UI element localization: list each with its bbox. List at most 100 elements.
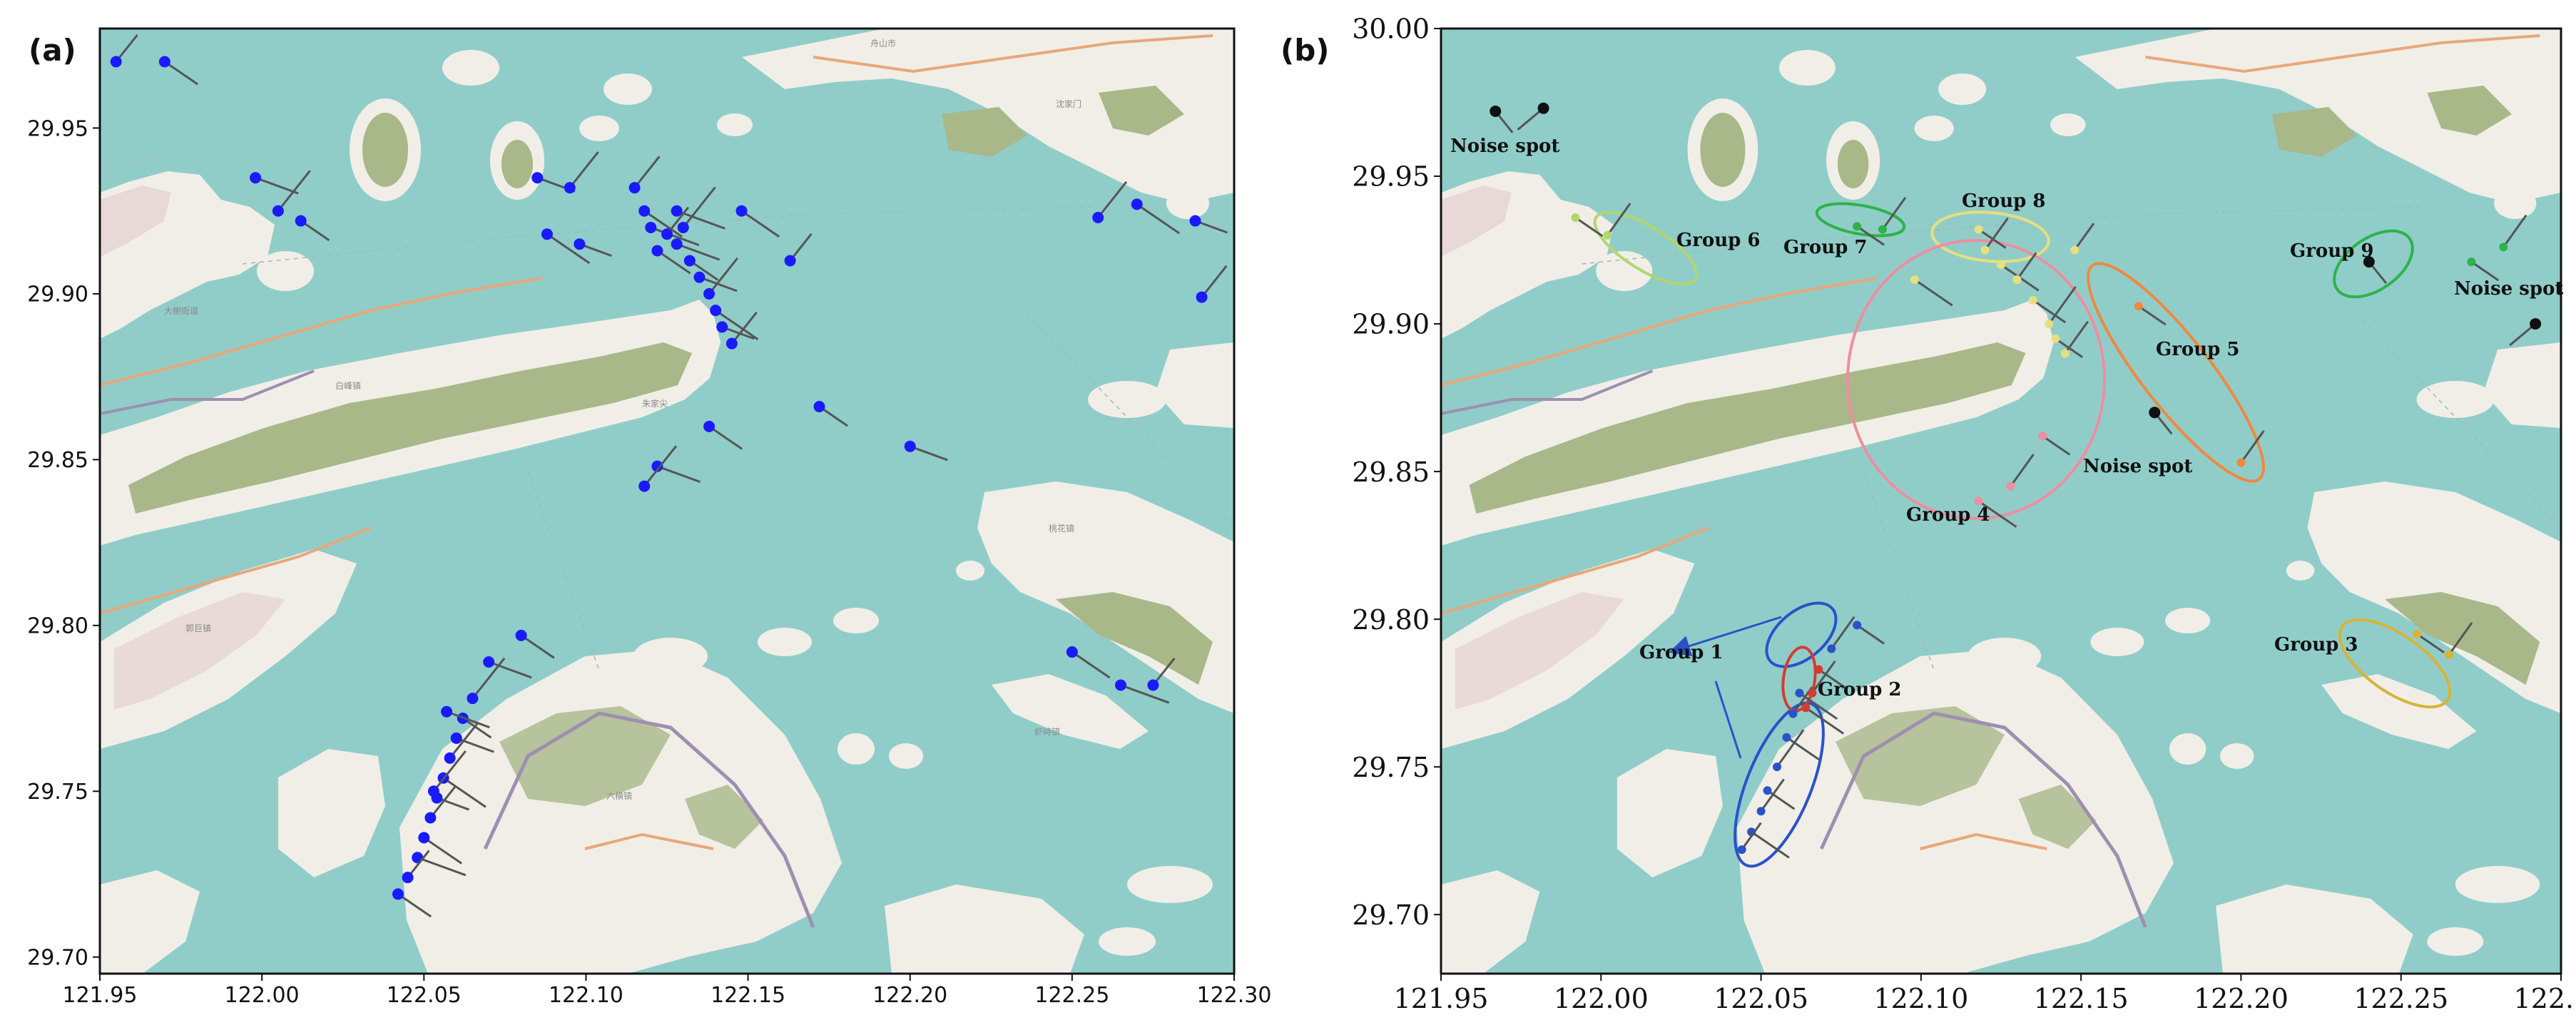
group-5-label: Group 5 xyxy=(2156,339,2239,360)
heading-line xyxy=(1856,225,1885,246)
heading-line xyxy=(2470,260,2500,282)
map-labels-a: 大榭街道 白峰镇 郭巨镇 朱家尖 桃花镇 虾峙镇 六横镇 舟山市 沈家门 xyxy=(164,38,1081,801)
heading-line xyxy=(715,309,759,341)
heading-line xyxy=(1776,729,1805,768)
heading-line xyxy=(1811,661,1836,694)
heading-line xyxy=(1914,278,1953,307)
group-point xyxy=(2467,258,2476,267)
vessel-point xyxy=(693,271,706,283)
group-point xyxy=(1974,496,1983,506)
y-tick-label: 29.95 xyxy=(27,116,88,141)
group-point xyxy=(1801,703,1811,713)
group-point xyxy=(1980,245,1990,255)
group-4-ellipse xyxy=(1846,239,2106,520)
panel-b-label: (b) xyxy=(1281,33,1329,68)
heading-line xyxy=(472,657,506,700)
group-point xyxy=(1756,807,1766,816)
vessel-point xyxy=(158,56,170,68)
heading-line xyxy=(789,233,813,262)
vessel-point xyxy=(661,228,673,240)
vessel-point xyxy=(467,693,479,705)
vessel-point xyxy=(418,832,430,844)
heading-line xyxy=(1760,778,1785,812)
noise-spot-label: Noise spot xyxy=(2083,456,2192,477)
heading-line xyxy=(2010,454,2035,487)
heading-line xyxy=(740,210,780,238)
group-7-ellipse xyxy=(1815,202,1906,238)
group-9-label: Group 9 xyxy=(2290,240,2373,262)
group-point xyxy=(1808,688,1817,698)
group-point xyxy=(2134,302,2143,311)
x-tick-label: 122.30 xyxy=(1197,983,1272,1008)
heading-line xyxy=(682,186,716,228)
map-label: 六横镇 xyxy=(606,791,632,801)
map-label: 沈家门 xyxy=(1056,98,1081,109)
panel-b-axes: 121.95 122.00 122.05 122.10 122.15 122.20 122.… xyxy=(1352,14,2576,1014)
heading-line xyxy=(300,220,330,241)
heading-line xyxy=(417,856,467,877)
vessel-point xyxy=(250,172,262,184)
heading-line xyxy=(1071,651,1111,679)
x-tick-label: 122.15 xyxy=(2034,983,2129,1014)
heading-line xyxy=(442,777,487,808)
heading-line xyxy=(255,176,299,195)
heading-line xyxy=(2048,286,2077,325)
group-4-label: Group 4 xyxy=(1906,504,1990,526)
group-point xyxy=(2051,334,2060,343)
heading-line xyxy=(1120,684,1170,704)
vessel-point xyxy=(735,205,748,217)
noise-point xyxy=(2530,318,2542,330)
map-basemap-b xyxy=(1441,29,2561,974)
group-point xyxy=(1773,763,1781,772)
group-point xyxy=(1571,213,1580,222)
vessel-point xyxy=(645,221,657,233)
vessel-point xyxy=(531,172,544,184)
group-point xyxy=(1853,222,1862,231)
heading-line xyxy=(432,750,467,792)
heading-line xyxy=(423,837,462,865)
map-basemap-a xyxy=(100,29,1234,974)
vessel-point xyxy=(450,732,462,744)
noise-point xyxy=(1490,105,1502,117)
heading-line xyxy=(2016,252,2037,280)
vessel-point xyxy=(683,255,696,267)
vessel-point xyxy=(703,287,716,300)
heading-line xyxy=(650,226,700,247)
heading-line xyxy=(910,445,948,462)
heading-line xyxy=(449,721,479,759)
group-3-ellipse xyxy=(2338,618,2452,709)
heading-line xyxy=(277,170,311,212)
group-point xyxy=(2060,349,2070,358)
panel-a-label: (a) xyxy=(29,33,76,68)
map-label: 白峰镇 xyxy=(335,380,361,391)
group-point xyxy=(2236,458,2246,467)
heading-line xyxy=(656,465,701,484)
heading-line xyxy=(462,717,492,739)
y-tick-label: 29.85 xyxy=(27,448,88,473)
x-tick-label: 122.10 xyxy=(1873,983,1968,1014)
heading-line xyxy=(436,797,470,811)
group-point xyxy=(1763,786,1772,795)
group-point xyxy=(1974,225,1983,234)
vessel-point xyxy=(1115,679,1126,691)
map-label: 舟山市 xyxy=(870,38,896,49)
vessel-point xyxy=(651,245,663,257)
heading-line xyxy=(1751,831,1790,859)
vessel-point xyxy=(441,705,453,718)
heading-line xyxy=(1786,736,1820,761)
map-label: 大榭街道 xyxy=(164,305,198,316)
vessel-point xyxy=(638,205,651,217)
group-point xyxy=(2006,481,2015,491)
group-point xyxy=(2012,275,2022,284)
panel-b: (b) xyxy=(1281,14,2576,1014)
heading-line xyxy=(2448,622,2473,656)
vessel-point xyxy=(813,401,825,412)
heading-line xyxy=(546,233,591,265)
vessel-point xyxy=(295,215,307,227)
vessel-point xyxy=(677,221,689,233)
map-label: 朱家尖 xyxy=(642,398,668,409)
heading-line xyxy=(688,260,719,281)
y-tick-label: 29.85 xyxy=(1352,457,1430,488)
heading-line xyxy=(569,151,599,189)
